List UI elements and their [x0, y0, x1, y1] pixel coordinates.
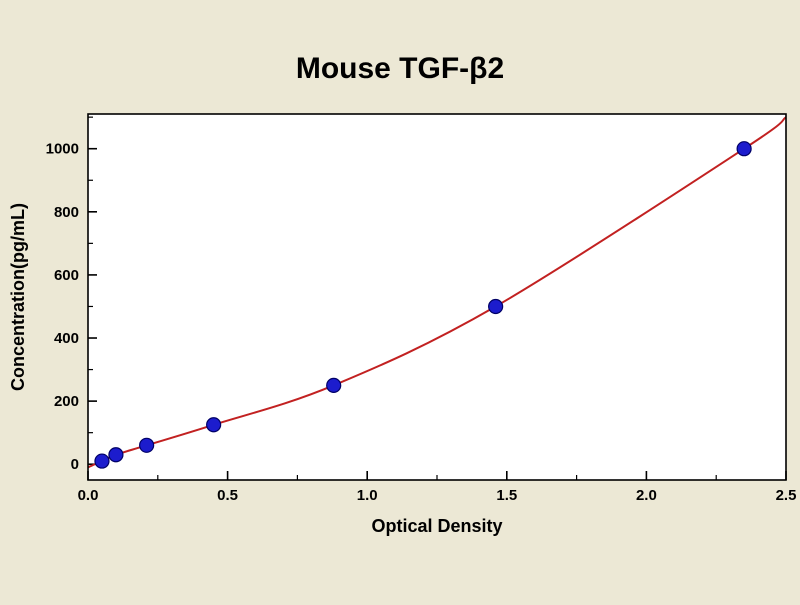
y-tick-label: 0 — [71, 456, 79, 473]
data-point — [736, 141, 752, 157]
x-tick-label: 0.5 — [217, 487, 238, 504]
y-tick-label: 600 — [54, 267, 79, 284]
plot-frame — [87, 113, 787, 481]
data-point — [488, 298, 504, 315]
x-tick-label: 0.0 — [78, 487, 99, 504]
minor-ticks — [88, 116, 717, 480]
y-axis-label: Concentration(pg/mL) — [8, 203, 28, 391]
x-tick-label: 1.0 — [357, 487, 378, 504]
data-point — [108, 447, 124, 463]
chart-title: Mouse TGF-β2 — [296, 52, 504, 85]
data-point — [326, 377, 342, 393]
x-axis-label: Optical Density — [371, 516, 502, 536]
data-points — [94, 141, 752, 469]
x-tick-label: 1.5 — [496, 487, 517, 504]
x-tick-label: 2.5 — [776, 487, 797, 504]
tick-labels: 0.0 0.5 1.0 1.5 2.0 2.5 0 200 400 600 800 1000 — [46, 141, 797, 504]
data-point — [94, 453, 110, 469]
data-point — [206, 417, 222, 433]
x-tick-label: 2.0 — [636, 487, 657, 504]
data-point — [139, 437, 155, 453]
y-tick-label: 1000 — [46, 141, 79, 158]
y-tick-label: 400 — [54, 330, 79, 347]
y-tick-label: 800 — [54, 204, 79, 221]
plot-area — [88, 114, 786, 480]
y-tick-label: 200 — [54, 393, 79, 410]
